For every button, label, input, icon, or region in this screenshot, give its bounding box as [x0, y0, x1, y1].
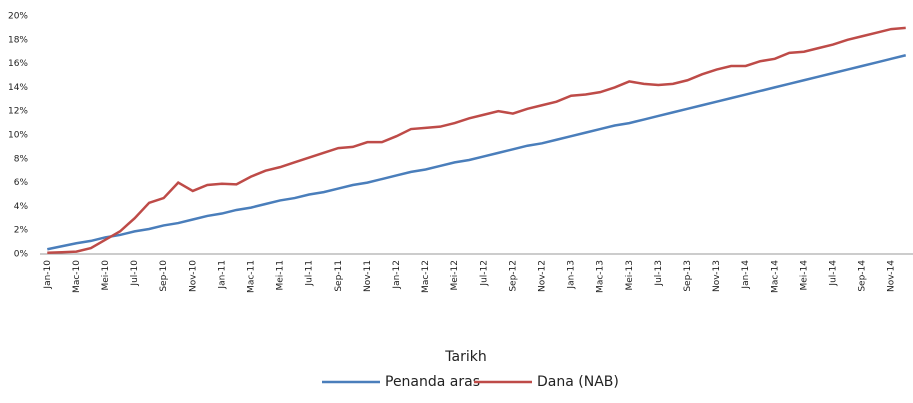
y-tick-label: 12% [8, 107, 28, 117]
y-tick-label: 18% [8, 35, 28, 45]
x-tick-label: Jul-14 [828, 260, 838, 287]
legend-label: Dana (NAB) [537, 374, 619, 390]
x-tick-label: Nov-14 [887, 260, 897, 292]
x-tick-label: Jan-13 [567, 260, 577, 290]
x-tick-label: Sep-12 [508, 260, 518, 292]
x-tick-label: Nov-11 [363, 260, 373, 292]
x-tick-label: Jan-14 [741, 260, 751, 290]
x-tick-label: Jul-10 [130, 260, 140, 287]
x-tick-label: Sep-11 [334, 260, 344, 292]
x-tick-label: Mei-11 [276, 260, 286, 291]
y-tick-label: 14% [8, 83, 28, 93]
x-tick-label: Mei-14 [799, 260, 809, 291]
line-series [47, 54, 907, 251]
y-tick-label: 6% [14, 178, 29, 188]
x-tick-label: Mac-12 [421, 260, 431, 293]
x-tick-label: Mac-13 [596, 260, 606, 293]
legend-label: Penanda aras [385, 374, 480, 390]
x-tick-label: Sep-13 [683, 260, 693, 292]
y-tick-label: 0% [14, 250, 29, 260]
x-tick-label: Mac-14 [770, 260, 780, 293]
y-tick-label: 10% [8, 131, 28, 141]
y-tick-label: 8% [14, 154, 29, 164]
x-tick-label: Jan-10 [43, 260, 53, 290]
x-tick-label: Jul-13 [654, 260, 664, 287]
x-tick-label: Nov-13 [712, 260, 722, 292]
x-tick-label: Jul-12 [479, 260, 489, 287]
y-tick-label: 2% [14, 226, 29, 236]
x-tick-label: Nov-10 [188, 260, 198, 292]
x-tick-label: Nov-12 [537, 260, 547, 292]
x-tick-label: Mac-11 [246, 260, 256, 293]
y-tick-label: 4% [14, 202, 29, 212]
x-tick-label: Jul-11 [305, 260, 315, 287]
x-tick-label: Jan-12 [392, 260, 402, 290]
x-tick-label: Mac-10 [72, 260, 82, 293]
y-tick-label: 16% [8, 59, 28, 69]
x-tick-label: Mei-12 [450, 260, 460, 291]
line-series [47, 26, 906, 255]
x-tick-label: Sep-14 [858, 260, 868, 292]
y-tick-label: 20% [8, 12, 28, 22]
x-tick-label: Sep-10 [159, 260, 169, 292]
x-tick-label: Mei-10 [101, 260, 111, 291]
x-tick-label: Mei-13 [625, 260, 635, 291]
x-axis-label: Tarikh [444, 349, 486, 365]
x-tick-label: Jan-11 [217, 260, 227, 290]
